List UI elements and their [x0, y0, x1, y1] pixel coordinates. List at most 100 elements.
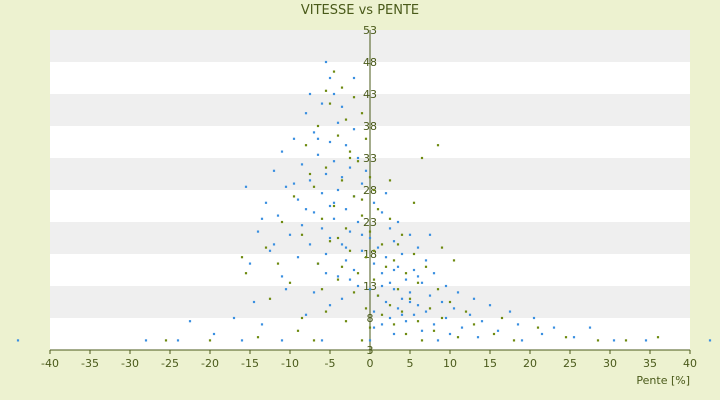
data-point — [332, 201, 336, 204]
data-point — [16, 339, 20, 342]
data-point — [372, 188, 376, 192]
data-point — [400, 297, 404, 300]
data-point — [308, 179, 312, 182]
y-tick-label: 33 — [363, 152, 377, 165]
data-point — [344, 208, 348, 211]
data-point — [356, 272, 360, 275]
data-point — [332, 70, 336, 73]
series-2 — [164, 70, 660, 342]
data-point — [240, 256, 244, 259]
x-tick-label: 5 — [407, 357, 414, 370]
data-point — [356, 156, 360, 160]
data-point — [360, 182, 364, 185]
data-point — [288, 281, 292, 284]
data-point — [304, 144, 308, 147]
data-point — [520, 339, 524, 342]
data-point — [368, 339, 372, 342]
data-point — [316, 262, 320, 265]
data-point — [396, 288, 400, 291]
data-point — [372, 326, 376, 329]
x-tick-label: -15 — [241, 357, 259, 370]
x-tick-label: -25 — [161, 357, 179, 370]
data-point — [268, 249, 272, 252]
data-point — [412, 252, 416, 256]
data-point — [340, 86, 344, 89]
data-point — [340, 179, 344, 182]
data-point — [552, 326, 556, 329]
data-point — [264, 246, 268, 249]
x-axis-label: Pente [%] — [636, 374, 690, 387]
data-point — [324, 172, 328, 176]
data-points — [16, 60, 712, 342]
data-point — [276, 214, 280, 217]
data-point — [300, 233, 304, 236]
data-point — [292, 182, 296, 185]
data-point — [324, 166, 328, 169]
data-point — [396, 265, 400, 268]
data-point — [412, 201, 416, 204]
data-point — [356, 284, 360, 288]
data-point — [408, 297, 412, 300]
data-point — [320, 227, 324, 230]
data-point — [408, 291, 412, 294]
data-point — [384, 192, 388, 195]
data-point — [336, 275, 340, 278]
data-point — [472, 323, 476, 326]
data-point — [344, 320, 348, 323]
data-point — [496, 329, 500, 332]
x-tick-labels: -40 -35 -30 -25 -20 -15 -10 -5 0 5 10 15 20 25 30 35 40 — [41, 350, 697, 370]
data-point — [536, 326, 540, 329]
data-point — [352, 76, 356, 80]
data-point — [312, 339, 316, 342]
data-point — [392, 259, 396, 262]
x-tick-label: 0 — [367, 357, 374, 370]
data-point — [300, 224, 304, 227]
data-point — [360, 233, 364, 236]
data-point — [312, 131, 316, 134]
data-point — [312, 211, 316, 214]
data-point — [284, 288, 288, 291]
data-point — [360, 339, 364, 342]
data-point — [316, 153, 320, 156]
data-point — [388, 316, 392, 320]
x-tick-label: -35 — [81, 357, 99, 370]
x-tick-label: -5 — [325, 357, 336, 370]
x-tick-label: 40 — [683, 357, 697, 370]
data-point — [256, 230, 260, 233]
data-point — [368, 230, 372, 233]
data-point — [272, 243, 276, 246]
data-point — [412, 268, 416, 272]
data-point — [328, 76, 332, 80]
data-point — [296, 329, 300, 332]
data-point — [232, 316, 236, 320]
data-point — [384, 265, 388, 268]
data-point — [280, 150, 284, 153]
data-point — [388, 179, 392, 182]
data-point — [392, 268, 396, 272]
data-point — [328, 140, 332, 144]
data-point — [420, 156, 424, 160]
data-point — [208, 339, 212, 342]
data-point — [280, 220, 284, 224]
data-point — [344, 259, 348, 262]
x-tick-label: 25 — [563, 357, 577, 370]
data-point — [420, 339, 424, 342]
data-point — [392, 288, 396, 291]
data-point — [412, 313, 416, 316]
data-point — [384, 256, 388, 259]
data-point — [532, 316, 536, 320]
data-point — [352, 128, 356, 131]
data-point — [372, 201, 376, 204]
data-point — [332, 217, 336, 220]
data-point — [440, 300, 444, 304]
data-point — [396, 220, 400, 224]
data-point — [332, 204, 336, 208]
data-point — [348, 230, 352, 233]
data-point — [376, 294, 380, 297]
data-point — [324, 252, 328, 256]
y-tick-label: 43 — [363, 88, 377, 101]
data-point — [352, 195, 356, 198]
data-point — [316, 137, 320, 140]
data-point — [324, 89, 328, 92]
